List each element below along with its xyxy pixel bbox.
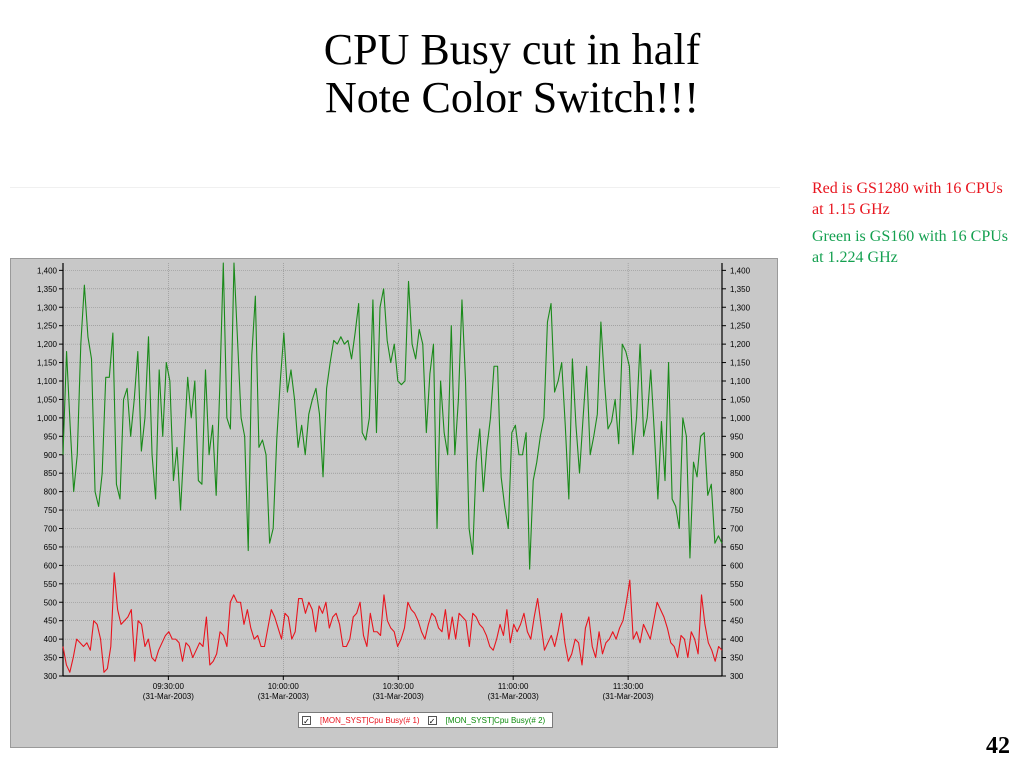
x-tick-label-time: 11:00:00 [498,682,529,691]
plot-area [63,263,722,676]
y-tick-label-left: 1,400 [37,266,58,275]
y-tick-label-right: 1,400 [730,266,751,275]
y-tick-label-left: 750 [44,506,58,515]
x-tick-label-date: (31-Mar-2003) [258,692,309,701]
y-tick-label-right: 1,100 [730,377,751,386]
y-tick-label-left: 1,200 [37,340,58,349]
y-tick-label-left: 1,250 [37,322,58,331]
x-tick-label-time: 10:30:00 [383,682,415,691]
y-tick-label-left: 900 [44,451,58,460]
y-tick-label-left: 350 [44,654,58,663]
y-tick-label-left: 550 [44,580,58,589]
y-tick-label-right: 1,300 [730,303,751,312]
cpu-busy-chart: 300 300 350 350 400 400 450 450 500 500 550 550 600 6… [37,262,751,701]
series-line-1 [62,572,723,673]
y-tick-label-left: 850 [44,469,58,478]
legend-item-series-2: ✓ [MON_SYST]Cpu Busy(# 2) [427,715,550,726]
y-tick-label-left: 650 [44,543,58,552]
y-tick-label-left: 450 [44,617,58,626]
x-tick-label-time: 10:00:00 [268,682,300,691]
legend: ✓ [MON_SYST]Cpu Busy(# 1) ✓ [MON_SYST]Cp… [298,712,554,728]
x-tick-label-date: (31-Mar-2003) [143,692,194,701]
x-tick-label-date: (31-Mar-2003) [603,692,654,701]
y-tick-label-left: 950 [44,432,58,441]
y-tick-label-right: 1,200 [730,340,751,349]
note-green: Green is GS160 with 16 CPUs at 1.224 GHz [812,228,1009,266]
y-tick-label-right: 650 [730,543,744,552]
y-tick-label-right: 1,250 [730,322,751,331]
y-tick-label-left: 1,000 [37,414,58,423]
series-line-2 [62,262,723,570]
y-tick-label-left: 600 [44,561,58,570]
y-tick-label-right: 1,150 [730,359,751,368]
x-tick-label-time: 11:30:00 [613,682,644,691]
y-tick-label-right: 550 [730,580,744,589]
notes: Red is GS1280 with 16 CPUs at 1.15 GHz G… [812,178,1012,274]
y-tick-label-left: 1,350 [37,285,58,294]
y-tick-label-right: 850 [730,469,744,478]
y-tick-label-right: 800 [730,488,744,497]
slide-title: CPU Busy cut in half Note Color Switch!!… [0,26,1024,122]
slide-title-line-2: Note Color Switch!!! [325,73,699,122]
y-tick-label-left: 400 [44,635,58,644]
note-red: Red is GS1280 with 16 CPUs at 1.15 GHz [812,180,1003,218]
x-tick-label-time: 09:30:00 [153,682,185,691]
slide-title-line-1: CPU Busy cut in half [323,25,701,74]
y-tick-label-right: 300 [730,672,744,681]
y-tick-label-right: 750 [730,506,744,515]
x-tick-label-date: (31-Mar-2003) [373,692,424,701]
divider [10,187,780,188]
page-number: 42 [986,733,1010,759]
y-tick-label-left: 800 [44,488,58,497]
y-tick-label-right: 1,000 [730,414,751,423]
legend-checkbox-series-2[interactable]: ✓ [427,715,437,726]
legend-label-series-2: [MON_SYST]Cpu Busy(# 2) [445,715,546,725]
y-tick-label-right: 450 [730,617,744,626]
chart-panel: 300 300 350 350 400 400 450 450 500 500 550 550 600 6… [10,258,778,748]
y-tick-label-right: 400 [730,635,744,644]
y-tick-label-left: 1,300 [37,303,58,312]
legend-checkbox-series-1[interactable]: ✓ [302,715,311,726]
y-tick-label-right: 350 [730,654,744,663]
y-tick-label-right: 500 [730,598,744,607]
legend-item-series-1: ✓ [MON_SYST]Cpu Busy(# 1) [302,715,424,726]
y-tick-label-left: 1,050 [37,395,58,404]
legend-label-series-1: [MON_SYST]Cpu Busy(# 1) [320,715,420,725]
y-tick-label-left: 300 [44,672,58,681]
y-tick-label-right: 700 [730,525,744,534]
y-tick-label-left: 700 [44,525,58,534]
y-tick-label-left: 1,150 [37,359,58,368]
y-tick-label-left: 500 [44,598,58,607]
y-tick-label-right: 600 [730,561,744,570]
y-tick-label-left: 1,100 [37,377,58,386]
x-tick-label-date: (31-Mar-2003) [488,692,539,701]
y-tick-label-right: 1,050 [730,395,751,404]
y-tick-label-right: 900 [730,451,744,460]
y-tick-label-right: 950 [730,432,744,441]
y-tick-label-right: 1,350 [730,285,751,294]
